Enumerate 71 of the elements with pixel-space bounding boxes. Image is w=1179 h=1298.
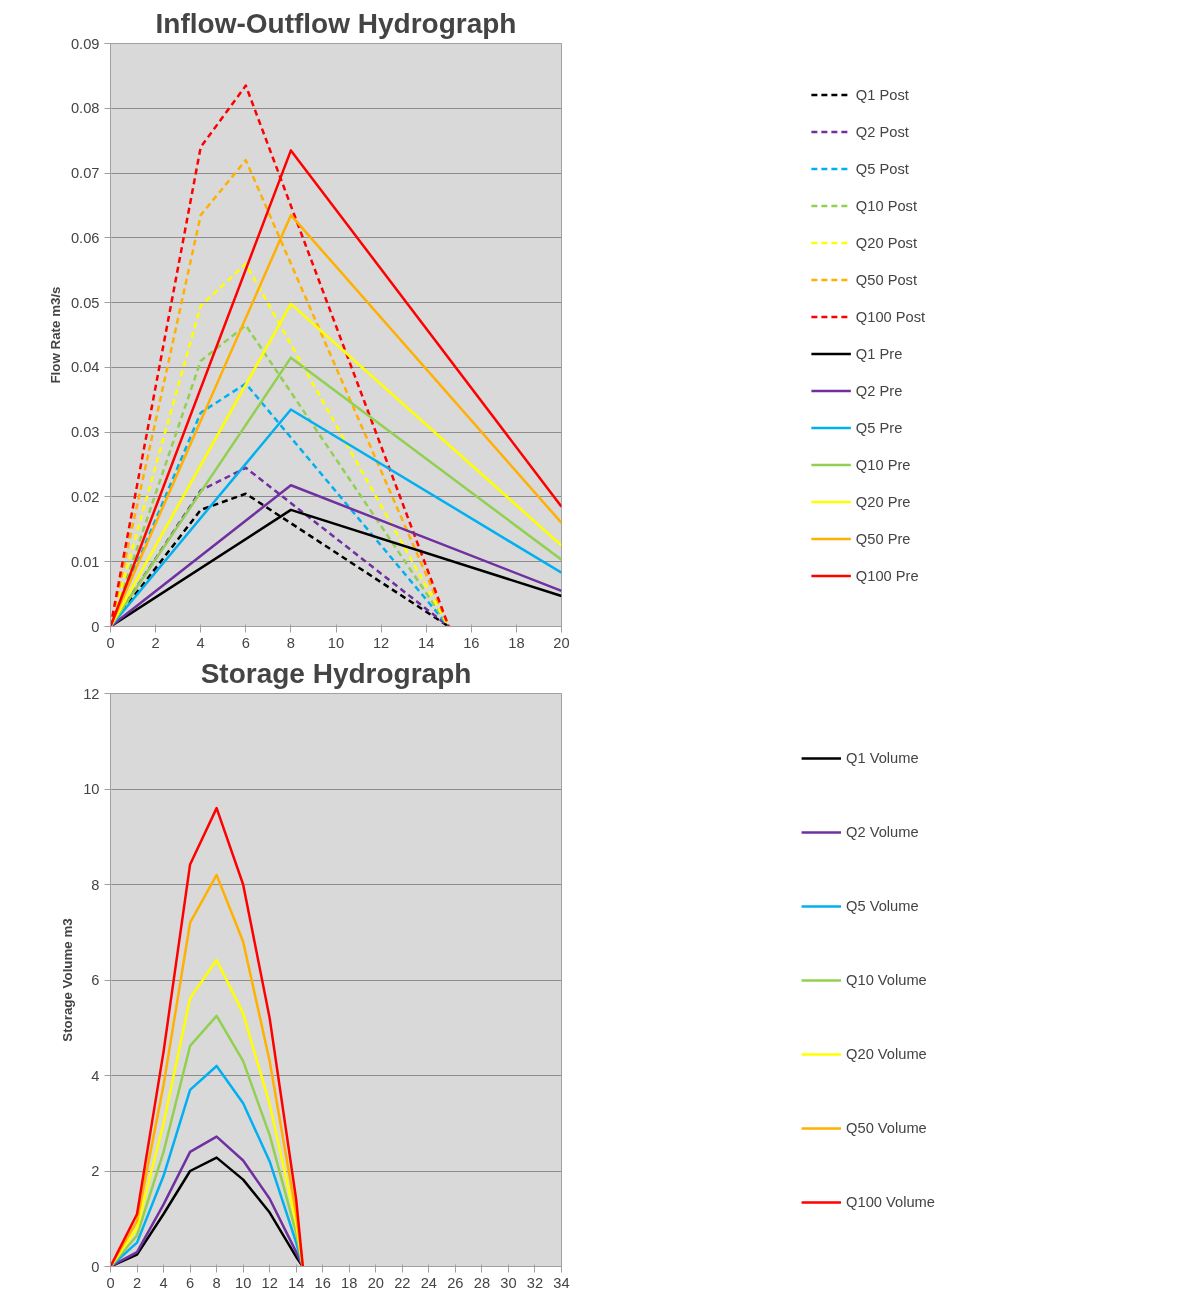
x-tick-label: 10 (235, 1274, 252, 1291)
legend-label: Q5 Post (855, 160, 909, 176)
y-tick-label: 0 (91, 618, 100, 635)
x-tick-label: 16 (314, 1274, 331, 1291)
legend-label: Q50 Post (855, 271, 917, 287)
x-tick-label: 20 (553, 634, 570, 651)
legend-label: Q20 Pre (855, 493, 911, 509)
x-tick-label: 12 (372, 634, 390, 651)
legend-label: Q5 Pre (855, 419, 903, 435)
x-tick-label: 6 (186, 1274, 195, 1291)
x-tick-label: 8 (286, 634, 295, 651)
legend-label: Q1 Pre (855, 345, 903, 361)
legend-label: Q1 Post (855, 86, 909, 102)
y-tick-label: 12 (83, 685, 100, 702)
y-tick-label: 0.03 (70, 424, 100, 441)
legend-label: Q100 Pre (855, 567, 919, 583)
legend-label: Q100 Post (855, 308, 926, 324)
y-tick-label: 0.01 (70, 553, 100, 570)
legend-label: Q20 Post (855, 234, 917, 250)
y-tick-label: 0 (91, 1258, 100, 1275)
x-tick-label: 4 (159, 1274, 168, 1291)
x-tick-label: 2 (132, 1274, 142, 1291)
x-tick-label: 18 (508, 634, 525, 651)
legend-label: Q10 Pre (855, 456, 911, 472)
x-tick-label: 24 (420, 1274, 438, 1291)
legend-label: Q1 Volume (846, 749, 919, 766)
y-axis-title: Flow Rate m3/s (47, 286, 63, 384)
y-axis-title: Storage Volume m3 (60, 918, 76, 1042)
x-tick-label: 10 (327, 634, 345, 651)
x-tick-label: 28 (473, 1274, 491, 1291)
y-tick-label: 0.04 (70, 359, 100, 376)
legend-label: Q50 Pre (855, 530, 911, 546)
x-tick-label: 20 (367, 1274, 384, 1291)
legend-label: Q10 Volume (846, 971, 927, 988)
legend-label: Q2 Post (855, 123, 909, 139)
x-tick-label: 6 (241, 634, 250, 651)
legend-label: Q5 Volume (846, 897, 919, 914)
legend-label: Q2 Pre (855, 382, 903, 398)
x-tick-label: 22 (394, 1274, 411, 1291)
x-tick-label: 12 (261, 1274, 278, 1291)
x-tick-label: 14 (418, 634, 435, 651)
legend-label: Q10 Post (855, 197, 917, 213)
y-tick-label: 10 (83, 781, 100, 797)
y-tick-label: 4 (91, 1067, 100, 1084)
x-tick-label: 26 (447, 1274, 464, 1291)
x-tick-label: 18 (341, 1274, 358, 1291)
y-tick-label: 0.05 (70, 294, 100, 311)
y-tick-label: 0.07 (70, 165, 100, 182)
legend-label: Q20 Volume (846, 1045, 927, 1062)
legend-label: Q100 Volume (846, 1193, 935, 1210)
y-tick-label: 8 (91, 876, 100, 893)
x-tick-label: 16 (463, 634, 480, 651)
chart-title: Storage Hydrograph (200, 657, 472, 689)
x-tick-label: 2 (151, 634, 160, 651)
x-tick-label: 14 (288, 1274, 305, 1291)
y-tick-label: 0.06 (70, 229, 100, 246)
x-tick-label: 0 (106, 1274, 115, 1291)
legend-label: Q50 Volume (846, 1119, 927, 1136)
x-tick-label: 4 (196, 634, 205, 651)
y-tick-label: 0.08 (70, 100, 100, 117)
y-tick-label: 2 (91, 1163, 100, 1179)
y-tick-label: 0.09 (70, 35, 100, 52)
y-tick-label: 0.02 (70, 488, 100, 505)
x-tick-label: 32 (526, 1274, 544, 1291)
chart-title: Inflow-Outflow Hydrograph (155, 7, 517, 39)
legend-label: Q2 Volume (846, 823, 919, 840)
x-tick-label: 34 (553, 1274, 570, 1291)
x-tick-label: 0 (106, 634, 115, 651)
x-tick-label: 8 (212, 1274, 221, 1291)
y-tick-label: 6 (91, 972, 100, 988)
x-tick-label: 30 (500, 1274, 517, 1291)
